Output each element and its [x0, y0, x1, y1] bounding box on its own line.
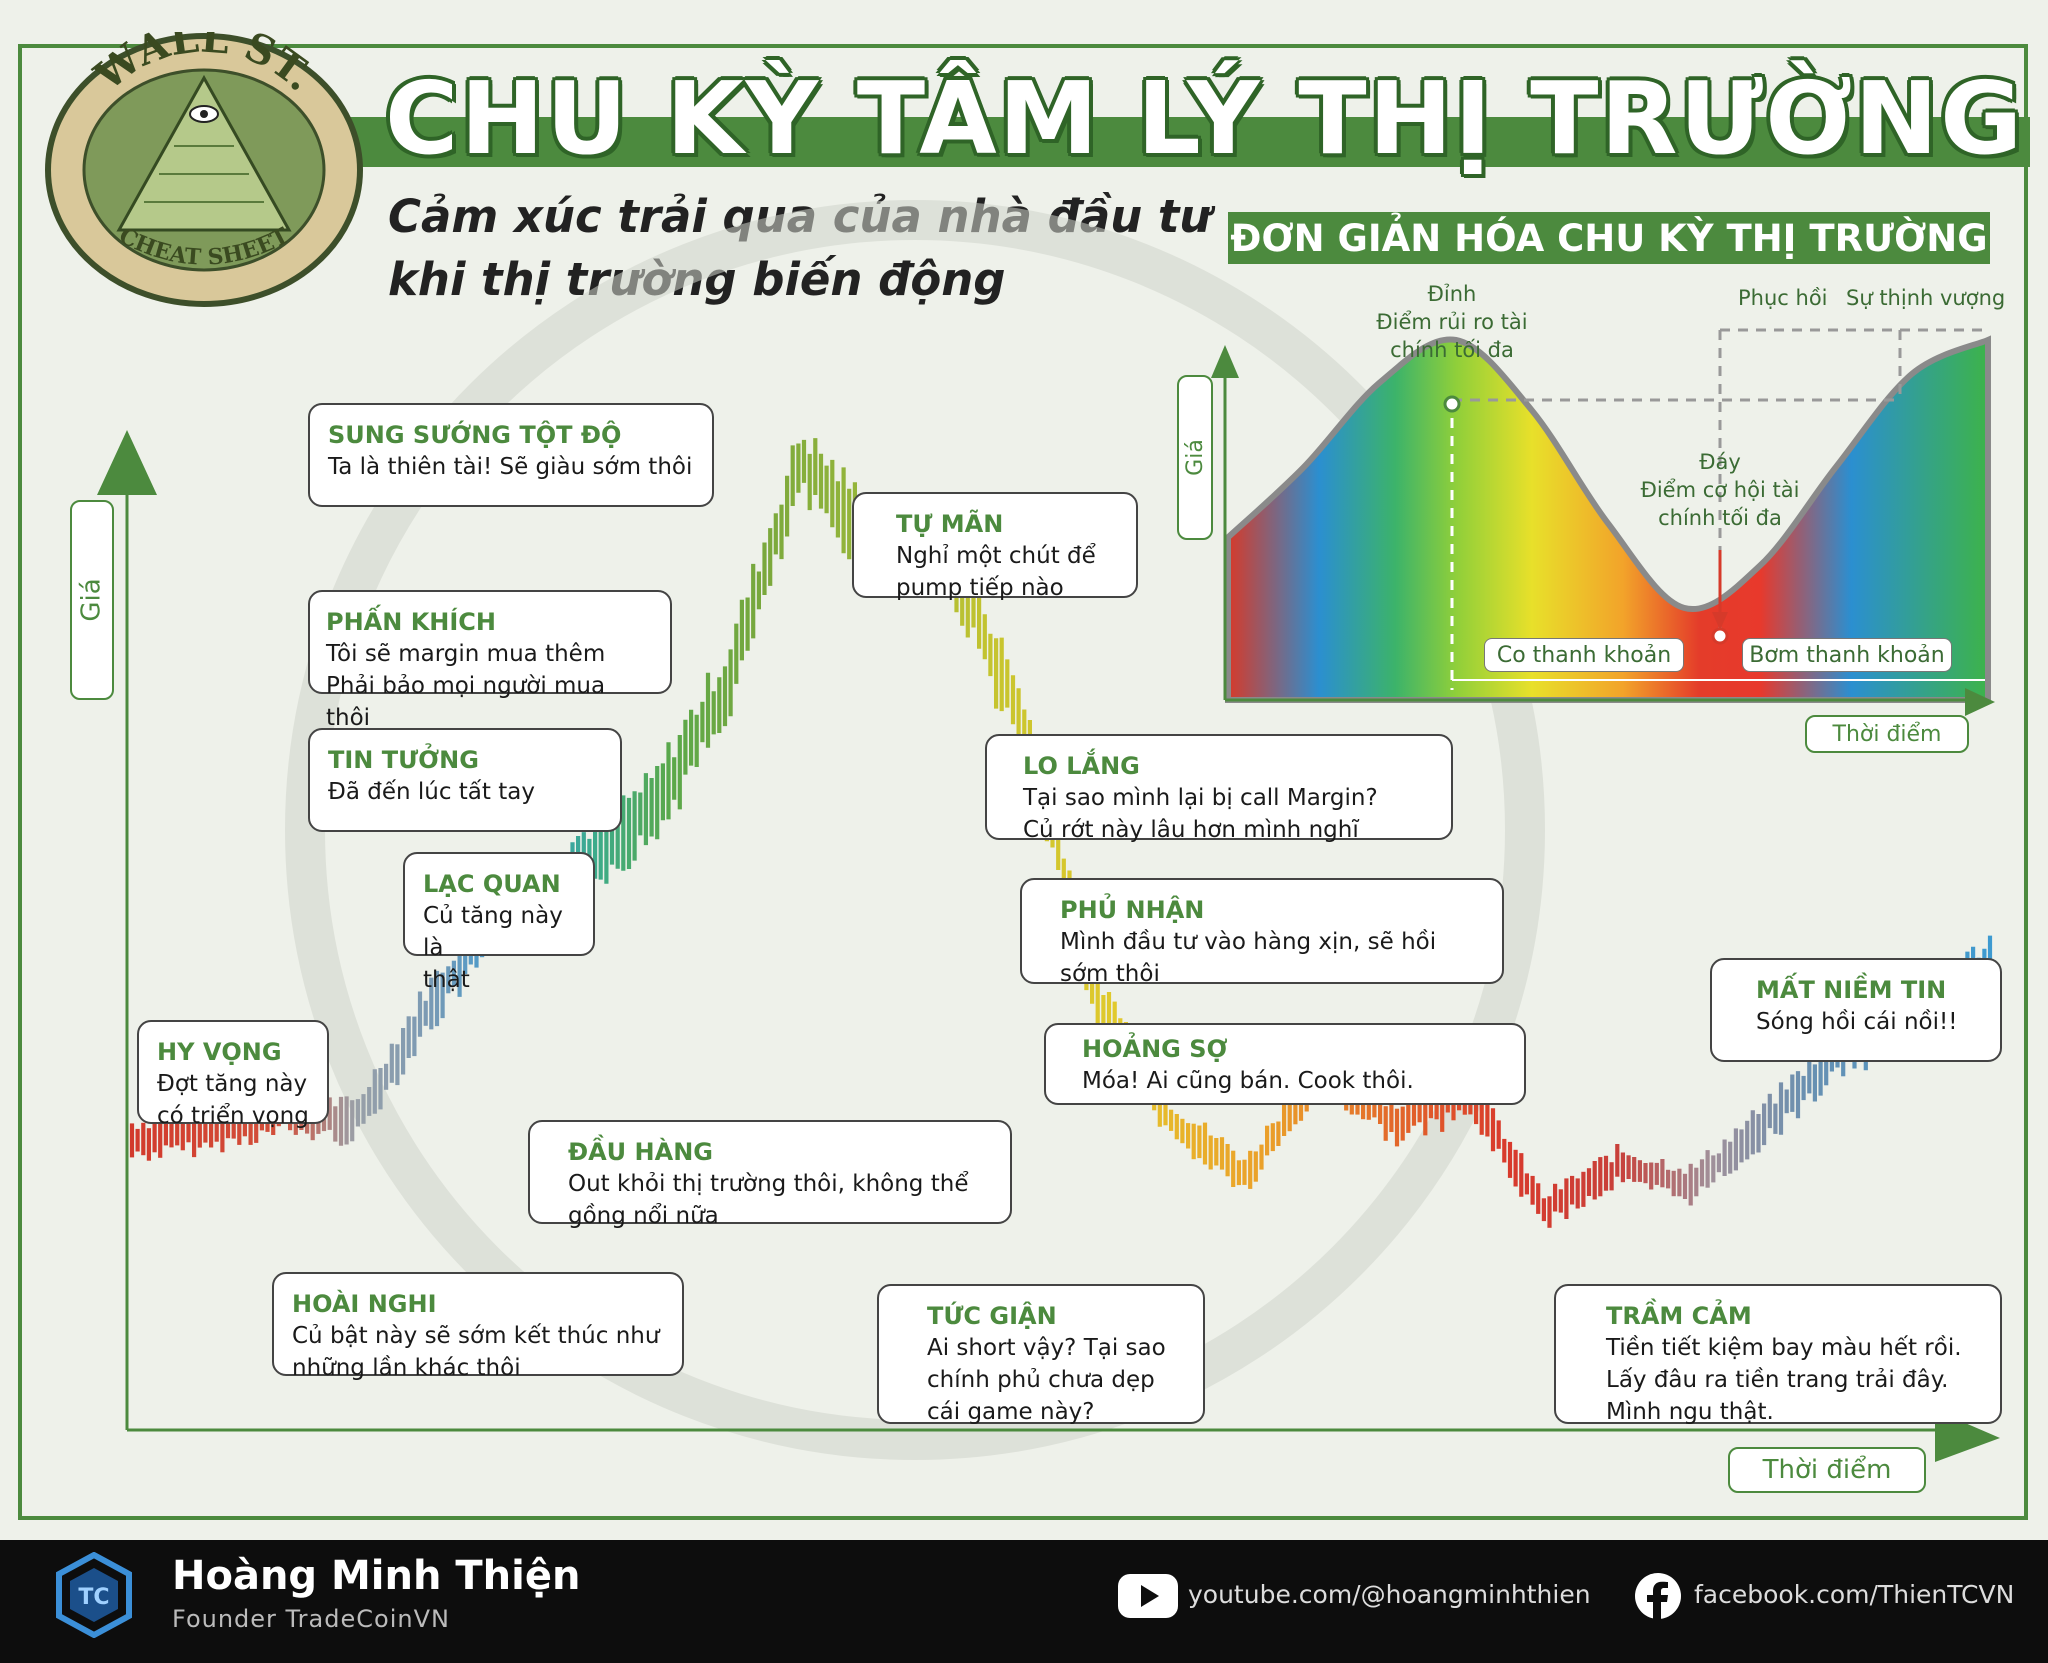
footer — [0, 1540, 2048, 1663]
bottom-pointer-head — [1712, 612, 1728, 630]
title-bar — [340, 117, 2030, 167]
bottom-label: Đáy Điểm cơ hội tài chính tối đa — [1640, 450, 1800, 530]
author-role: Founder TradeCoinVN — [172, 1605, 450, 1633]
prosperity-label: Sự thịnh vượng — [1846, 286, 2006, 310]
liquidity-pump-label: Bơm thanh khoản — [1742, 638, 1952, 672]
stage-complacency: TỰ MÃN Nghỉ một chút để pump tiếp nào — [852, 492, 1138, 601]
stage-thrill: TIN TƯỞNG Đã đến lúc tất tay — [308, 728, 622, 832]
stage-hope: HY VỌNG Đợt tăng này có triển vọng — [137, 1020, 329, 1129]
inset-x-axis-label: Thời điểm — [1805, 715, 1969, 753]
tradecoin-logo-icon: TC — [56, 1552, 132, 1638]
stage-euphoria: SUNG SƯỚNG TỘT ĐỘ Ta là thiên tài! Sẽ già… — [308, 403, 714, 507]
page-title: CHU KỲ TÂM LÝ THỊ TRƯỜNG — [385, 60, 2025, 177]
inset-y-arrow — [1211, 345, 1239, 378]
stage-panic: HOẢNG SỢ Móa! Ai cũng bán. Cook thôi. — [1044, 1023, 1526, 1105]
stage-excitement: PHẤN KHÍCH Tôi sẽ margin mua thêm Phải bảo… — [308, 590, 672, 731]
stage-denial: PHỦ NHẬN Mình đầu tư vào hàng xịn, sẽ hồi… — [1020, 878, 1504, 987]
inset-chart — [1211, 328, 1995, 716]
main-y-arrow — [97, 430, 157, 495]
svg-text:TC: TC — [78, 1585, 109, 1610]
stage-depression: TRẦM CẢM Tiền tiết kiệm bay màu hết rồi. L… — [1554, 1284, 2002, 1425]
stage-disbelief: MẤT NIỀM TIN Sóng hồi cái nồi!! — [1710, 958, 2002, 1062]
stage-capitulation: ĐẦU HÀNG Out khỏi thị trường thôi, không … — [528, 1120, 1012, 1229]
stage-anger: TỨC GIẬN Ai short vậy? Tại sao chính phủ c… — [877, 1284, 1205, 1425]
stage-skepticism: HOÀI NGHI Củ bật này sẽ sớm kết thúc như n… — [272, 1272, 684, 1381]
stage-optimism: LẠC QUAN Củ tăng này là thật — [403, 852, 595, 993]
author-name: Hoàng Minh Thiện — [172, 1553, 581, 1599]
bottom-marker — [1711, 627, 1729, 645]
inset-x-arrow — [1965, 688, 1995, 716]
facebook-link[interactable]: facebook.com/ThienTCVN — [1694, 1580, 2015, 1609]
facebook-icon — [1635, 1573, 1681, 1619]
liquidity-drain-label: Co thanh khoản — [1484, 638, 1684, 672]
y-axis-label: Giá — [70, 500, 114, 700]
inset-y-axis-label: Giá — [1177, 375, 1213, 540]
inset-title: ĐƠN GIẢN HÓA CHU KỲ THỊ TRƯỜNG — [1228, 212, 1990, 264]
stage-anxiety: LO LẮNG Tại sao mình lại bị call Margin? C… — [985, 734, 1453, 843]
inset-area — [1225, 335, 1991, 703]
x-axis-label: Thời điểm — [1728, 1447, 1926, 1493]
recovery-label: Phục hồi — [1738, 286, 1828, 310]
wall-st-logo: WALL ST. CHEAT SHEET — [45, 32, 363, 307]
youtube-icon — [1118, 1574, 1178, 1618]
watermark-ring — [285, 200, 1545, 1460]
peak-label: Đỉnh Điểm rủi ro tài chính tối đa — [1376, 282, 1528, 362]
youtube-link[interactable]: youtube.com/@hoangminhthien — [1188, 1580, 1591, 1609]
peak-marker — [1443, 395, 1461, 413]
